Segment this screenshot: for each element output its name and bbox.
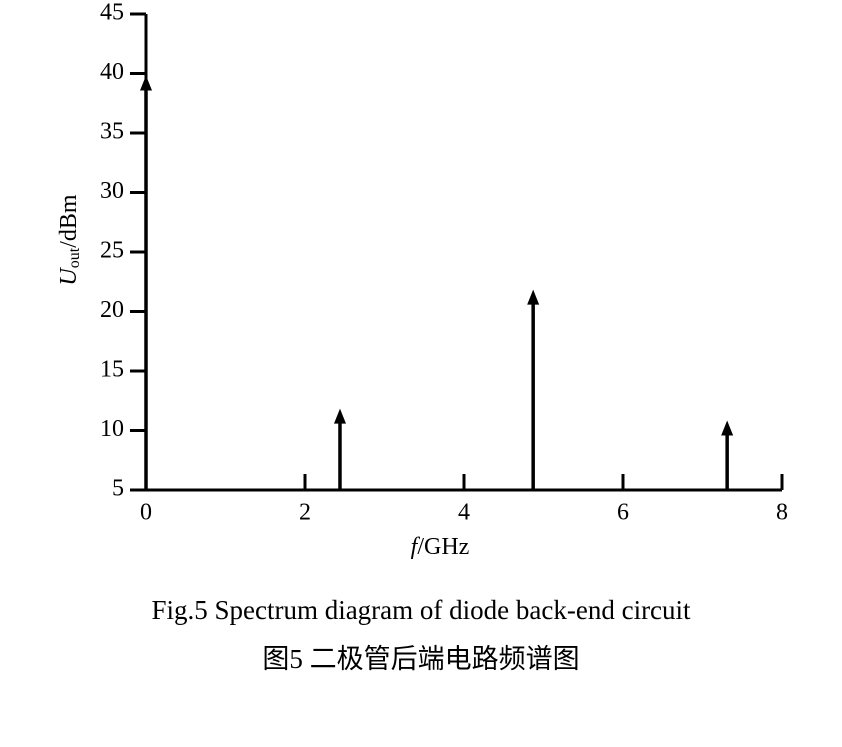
x-tick-label: 6 [617,500,629,526]
caption-en: Fig.5 Spectrum diagram of diode back-end… [151,595,691,625]
x-tick-label: 4 [458,500,470,526]
y-tick-label: 20 [100,297,124,323]
stem-arrowhead [333,408,346,424]
y-label-subscript: out [66,247,83,268]
y-tick-label: 10 [100,416,124,442]
stem-arrowhead [527,289,540,305]
y-tick-label: 45 [100,0,124,26]
y-tick-label: 35 [100,119,124,145]
y-tick-label: 5 [112,476,124,502]
x-label-unit: /GHz [417,534,469,560]
x-tick-label: 2 [299,500,311,526]
stem-arrowhead [140,75,152,91]
x-tick-label: 0 [140,500,152,526]
stem-arrowhead [721,420,734,436]
x-tick-label: 8 [776,500,788,526]
y-axis-label: Uout/dBm [56,194,83,285]
y-tick-label: 30 [100,178,124,204]
x-label-symbol: f [411,534,421,560]
y-label-symbol: U [56,267,82,286]
y-tick-label: 40 [100,59,124,85]
y-label-unit: /dBm [56,194,82,248]
caption-zh: 图5 二极管后端电路频谱图 [262,644,579,674]
y-tick-label: 15 [100,357,124,383]
y-tick-label: 25 [100,238,124,264]
x-axis-label: f/GHz [411,534,470,560]
